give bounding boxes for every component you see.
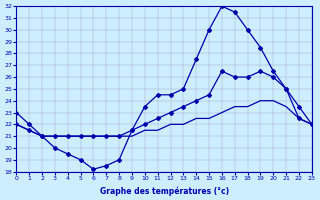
X-axis label: Graphe des températures (°c): Graphe des températures (°c) [100, 186, 229, 196]
